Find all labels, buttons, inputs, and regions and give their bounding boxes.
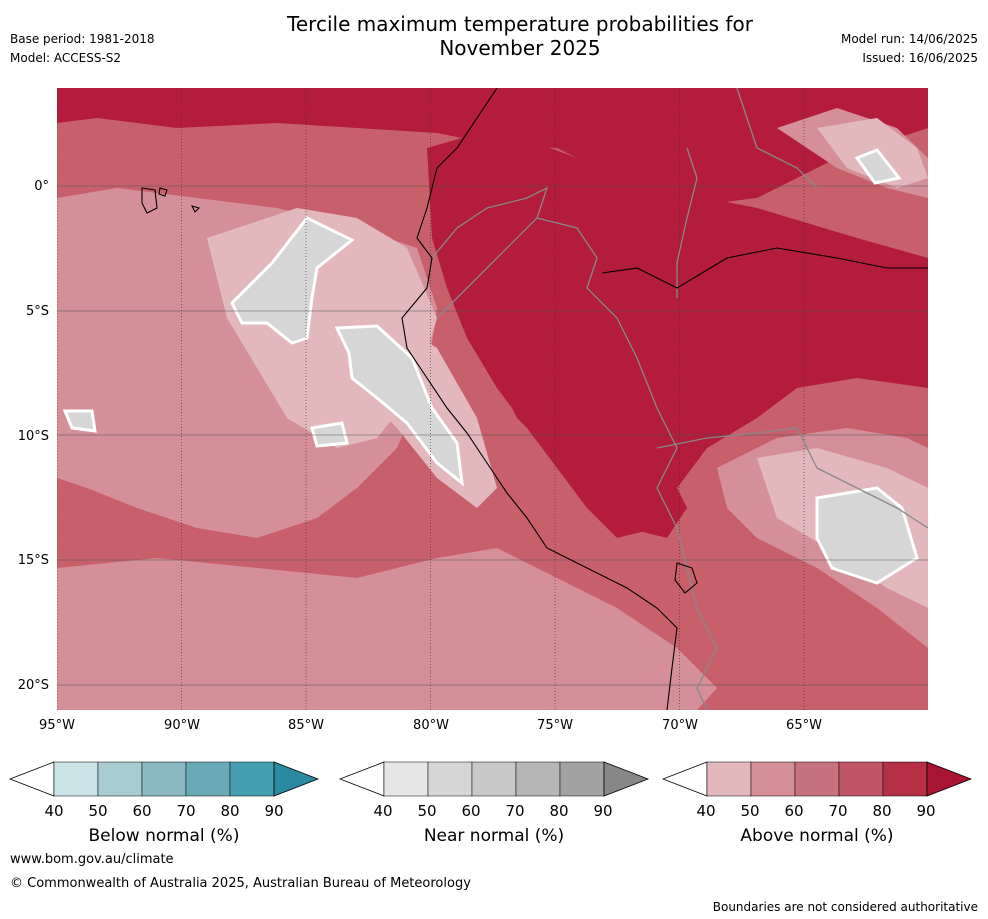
country-border-peru-brazil <box>536 217 718 710</box>
lon-label-70w: 70°W <box>662 718 698 733</box>
country-border-ecuador-peru <box>431 186 549 319</box>
probability-map <box>57 88 928 710</box>
cb-below-tick-80: 80 <box>220 802 240 820</box>
lon-label-80w: 80°W <box>413 718 449 733</box>
colorbar-swatch <box>471 761 517 797</box>
lon-label-65w: 65°W <box>786 718 822 733</box>
cb-above-tick-80: 80 <box>872 802 892 820</box>
warm-zone-north <box>57 88 928 208</box>
issued-text: Issued: 16/06/2025 <box>862 51 978 65</box>
colorbar-above-normal <box>661 761 973 797</box>
base-period-text: Base period: 1981-2018 <box>10 32 155 46</box>
colorbar-swatch <box>185 761 231 797</box>
title-line-2: November 2025 <box>439 36 601 60</box>
light-zone-south <box>57 548 717 710</box>
lat-label-15s: 15°S <box>17 553 49 568</box>
cb-above-tick-50: 50 <box>740 802 760 820</box>
colorbar-min-triangle <box>661 761 708 797</box>
map-svg <box>57 88 928 710</box>
colorbar-swatch <box>53 761 99 797</box>
country-border-bolivia <box>656 427 928 529</box>
lon-label-95w: 95°W <box>39 718 75 733</box>
colorbar-swatch <box>229 761 275 797</box>
galapagos-island-2 <box>158 187 168 197</box>
colorbar-near-normal <box>338 761 650 797</box>
cb-near-tick-80: 80 <box>549 802 569 820</box>
cb-near-tick-50: 50 <box>417 802 437 820</box>
lake-titicaca <box>674 562 698 594</box>
cb-above-tick-40: 40 <box>696 802 716 820</box>
colorbar-min-triangle <box>338 761 385 797</box>
warm-zone-andes <box>497 348 687 538</box>
near-normal-zone-3 <box>310 421 349 448</box>
cb-below-tick-50: 50 <box>88 802 108 820</box>
near-normal-zone-1 <box>230 216 355 345</box>
lat-label-10s: 10°S <box>17 429 49 444</box>
lon-label-90w: 90°W <box>164 718 200 733</box>
website-link[interactable]: www.bom.gov.au/climate <box>10 852 174 867</box>
colorbar-max-triangle <box>273 761 320 797</box>
near-normal-zone-5 <box>854 148 902 185</box>
cb-above-tick-70: 70 <box>828 802 848 820</box>
colorbar-max-triangle <box>926 761 973 797</box>
near-normal-zone-2 <box>334 324 464 487</box>
cb-near-tick-40: 40 <box>373 802 393 820</box>
above-normal-label: Above normal (%) <box>740 826 894 846</box>
colorbar-near-swatches <box>338 761 650 797</box>
lon-label-75w: 75°W <box>537 718 573 733</box>
galapagos-island-1 <box>141 187 158 214</box>
model-run-text: Model run: 14/06/2025 <box>840 32 978 46</box>
lat-label-5s: 5°S <box>25 304 49 319</box>
cb-near-tick-90: 90 <box>593 802 613 820</box>
amazon-river <box>601 247 928 289</box>
colorbar-above-swatches <box>661 761 973 797</box>
near-normal-zone-4 <box>815 486 919 585</box>
colorbar-swatch <box>750 761 796 797</box>
map-gridlines <box>57 88 928 710</box>
country-border-colombia-brazil <box>676 147 698 298</box>
colorbar-swatch <box>794 761 840 797</box>
title-line-1: Tercile maximum temperature probabilitie… <box>287 12 753 36</box>
colorbar-swatch <box>838 761 884 797</box>
country-border-venezuela <box>736 88 818 189</box>
coastline <box>401 88 678 710</box>
near-normal-zone-6 <box>62 409 97 433</box>
colorbar-swatch <box>97 761 143 797</box>
colorbar-swatch <box>882 761 928 797</box>
lat-label-20s: 20°S <box>17 678 49 693</box>
colorbar-min-triangle <box>8 761 55 797</box>
colorbar-below-normal <box>8 761 320 797</box>
colorbar-swatch <box>141 761 187 797</box>
cb-below-tick-90: 90 <box>264 802 284 820</box>
colorbar-max-triangle <box>603 761 650 797</box>
cb-below-tick-70: 70 <box>176 802 196 820</box>
copyright-text: © Commonwealth of Australia 2025, Austra… <box>10 876 471 891</box>
cb-above-tick-60: 60 <box>784 802 804 820</box>
cb-near-tick-60: 60 <box>461 802 481 820</box>
lon-label-85w: 85°W <box>288 718 324 733</box>
chart-title: Tercile maximum temperature probabilitie… <box>220 12 820 60</box>
colorbar-swatch <box>427 761 473 797</box>
lat-label-0: 0° <box>34 179 49 194</box>
near-normal-label: Near normal (%) <box>423 826 565 846</box>
colorbar-swatch <box>383 761 429 797</box>
cb-near-tick-70: 70 <box>505 802 525 820</box>
colorbar-swatch <box>515 761 561 797</box>
galapagos-island-3 <box>190 205 201 213</box>
below-normal-label: Below normal (%) <box>88 826 240 846</box>
cb-below-tick-40: 40 <box>44 802 64 820</box>
colorbar-swatch <box>559 761 605 797</box>
cb-above-tick-90: 90 <box>916 802 936 820</box>
cb-below-tick-60: 60 <box>132 802 152 820</box>
colorbar-swatch <box>706 761 752 797</box>
disclaimer-text: Boundaries are not considered authoritat… <box>712 900 978 914</box>
colorbar-below-swatches <box>8 761 320 797</box>
model-text: Model: ACCESS-S2 <box>10 51 122 65</box>
